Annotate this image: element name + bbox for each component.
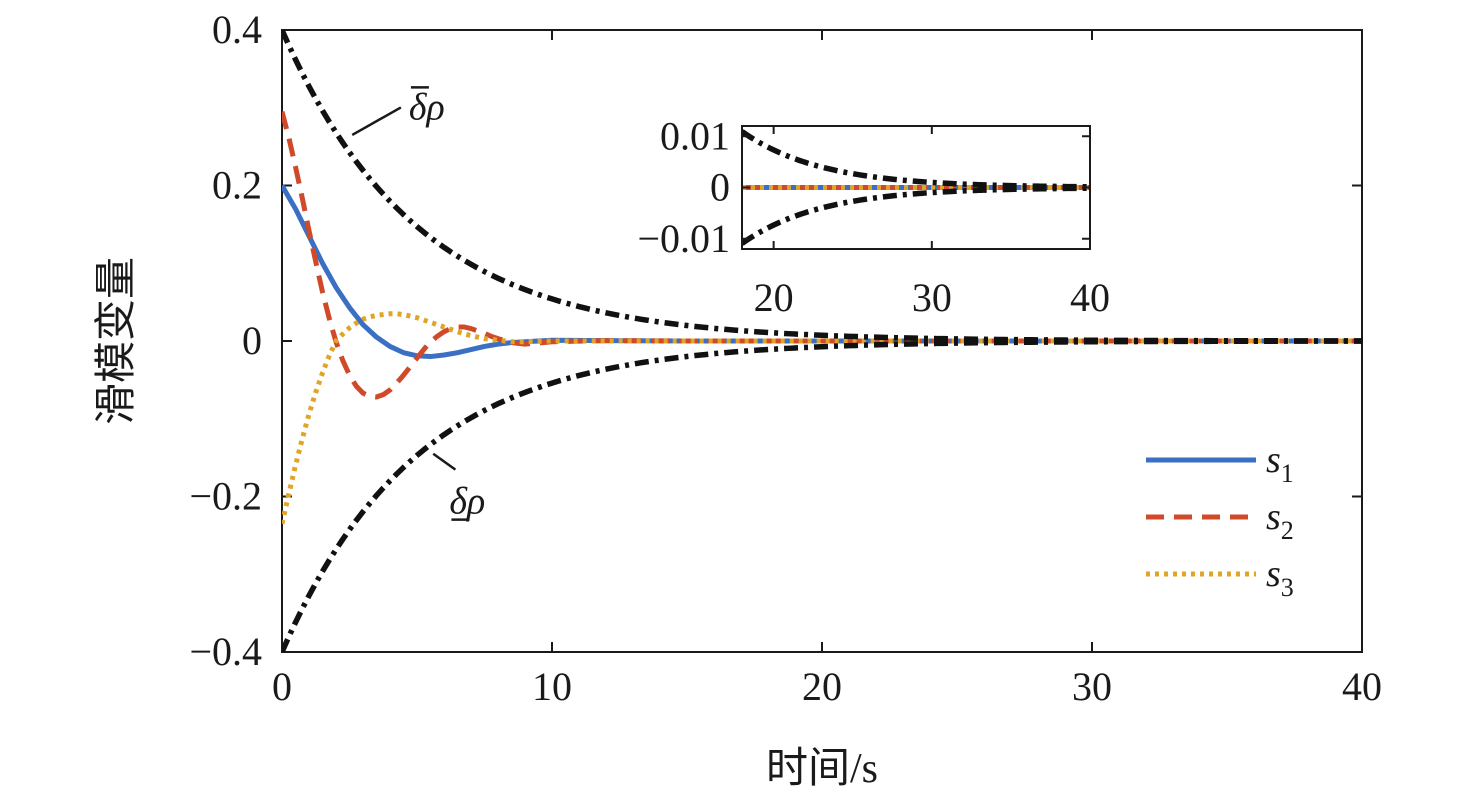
legend-label-s1: s1 (1266, 439, 1294, 488)
x-axis-label: 时间/s (766, 746, 878, 792)
main-series-lower-bound (282, 338, 1362, 652)
main-y-tick-label: 0.4 (212, 7, 262, 52)
main-y-tick-label: 0 (242, 318, 262, 363)
legend-label-s3: s3 (1266, 553, 1294, 602)
inset-y-tick-label: −0.01 (637, 216, 730, 261)
main-x-tick-label: 0 (272, 664, 292, 709)
annotation-leader-line (432, 452, 457, 471)
main-plot-area: 0 10 20 30 40 −0.4 −0.2 0 0.2 0.4 (189, 7, 1382, 709)
main-x-tick-label: 40 (1342, 664, 1382, 709)
inset-y-tick-label: 0 (710, 165, 730, 210)
inset-x-tick-label: 30 (912, 275, 952, 320)
main-series-group (282, 30, 1362, 652)
annotation-label: δρ (409, 86, 445, 128)
inset-plot-area: 20 30 40 −0.01 0 0.01 (637, 113, 1110, 320)
main-series-s3 (282, 311, 1362, 525)
main-y-tick-label: 0.2 (212, 163, 262, 208)
main-x-tick-label: 20 (802, 664, 842, 709)
inset-y-tick-label: 0.01 (660, 113, 730, 158)
main-x-tick-label: 10 (532, 664, 572, 709)
legend: s1 s2 s3 (1146, 439, 1294, 602)
y-axis-label: 滑模变量 (93, 257, 140, 425)
inset-x-tick-label: 40 (1070, 275, 1110, 320)
annotation-leader-line (351, 106, 402, 137)
inset-x-tick-label: 20 (754, 275, 794, 320)
inset-series-group (742, 129, 1090, 246)
main-x-tick-label: 30 (1072, 664, 1112, 709)
inset-series-upper-bound (742, 129, 1090, 190)
annotation-label: δρ (449, 481, 485, 523)
main-y-tick-label: −0.2 (189, 474, 262, 519)
legend-label-s2: s2 (1266, 496, 1294, 545)
inset-series-lower-bound (742, 185, 1090, 246)
main-series-s2 (282, 111, 1362, 400)
bound-annotations: δρ δρ (351, 86, 485, 523)
main-y-tick-label: −0.4 (189, 629, 262, 674)
